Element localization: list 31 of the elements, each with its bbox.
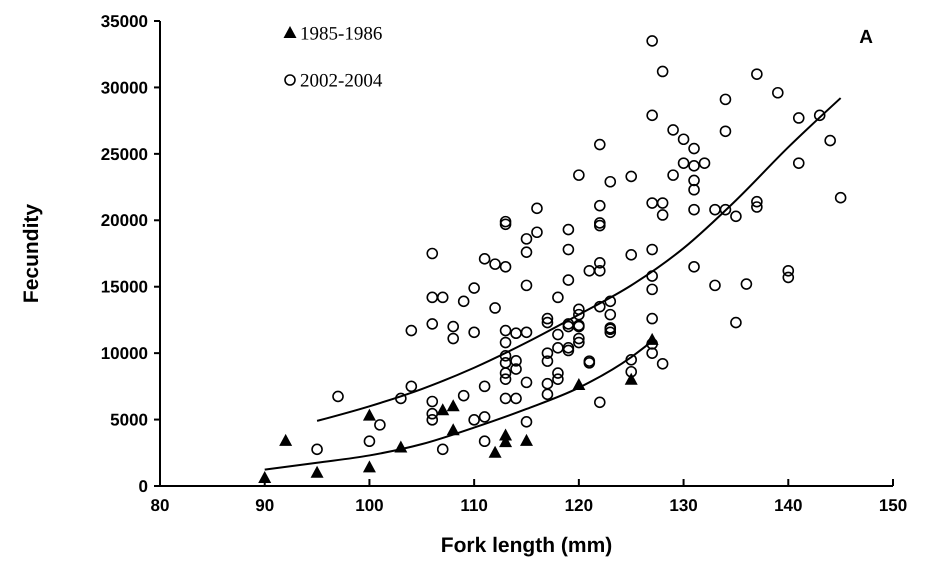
- line-series: [316, 97, 842, 422]
- point: [499, 428, 512, 441]
- x-axis-title: Fork length (mm): [440, 534, 612, 557]
- legend-label: 1985-1986: [300, 24, 382, 45]
- x-tick-label: 130: [669, 496, 698, 515]
- point: [436, 403, 450, 416]
- y-tick-label: 0: [138, 476, 148, 496]
- y-tick-label: 25000: [100, 144, 148, 164]
- x-tick-label: 90: [255, 496, 274, 515]
- x-tick-label: 150: [878, 496, 908, 515]
- x-tick-label: 120: [564, 496, 594, 515]
- point: [362, 460, 376, 472]
- y-axis-title: Fecundity: [20, 204, 43, 304]
- point: [279, 434, 292, 446]
- x-tick-label: 80: [150, 496, 170, 515]
- point: [446, 399, 460, 412]
- y-tick-label: 30000: [100, 78, 148, 98]
- y-tick-label: 5000: [110, 410, 148, 430]
- point: [520, 434, 533, 446]
- point: [362, 408, 376, 421]
- y-tick-label: 35000: [100, 12, 148, 31]
- legend-label: 2002-2004: [300, 70, 383, 92]
- point: [488, 446, 502, 458]
- x-tick-label: 100: [355, 496, 384, 515]
- y-tick-label: 20000: [100, 211, 148, 230]
- y-tick-label: 10000: [100, 344, 148, 364]
- x-tick-label: 140: [774, 496, 802, 515]
- x-tick-label: 110: [460, 496, 488, 515]
- annotation: A: [859, 27, 874, 48]
- y-tick-label: 15000: [100, 278, 148, 297]
- point: [310, 466, 324, 478]
